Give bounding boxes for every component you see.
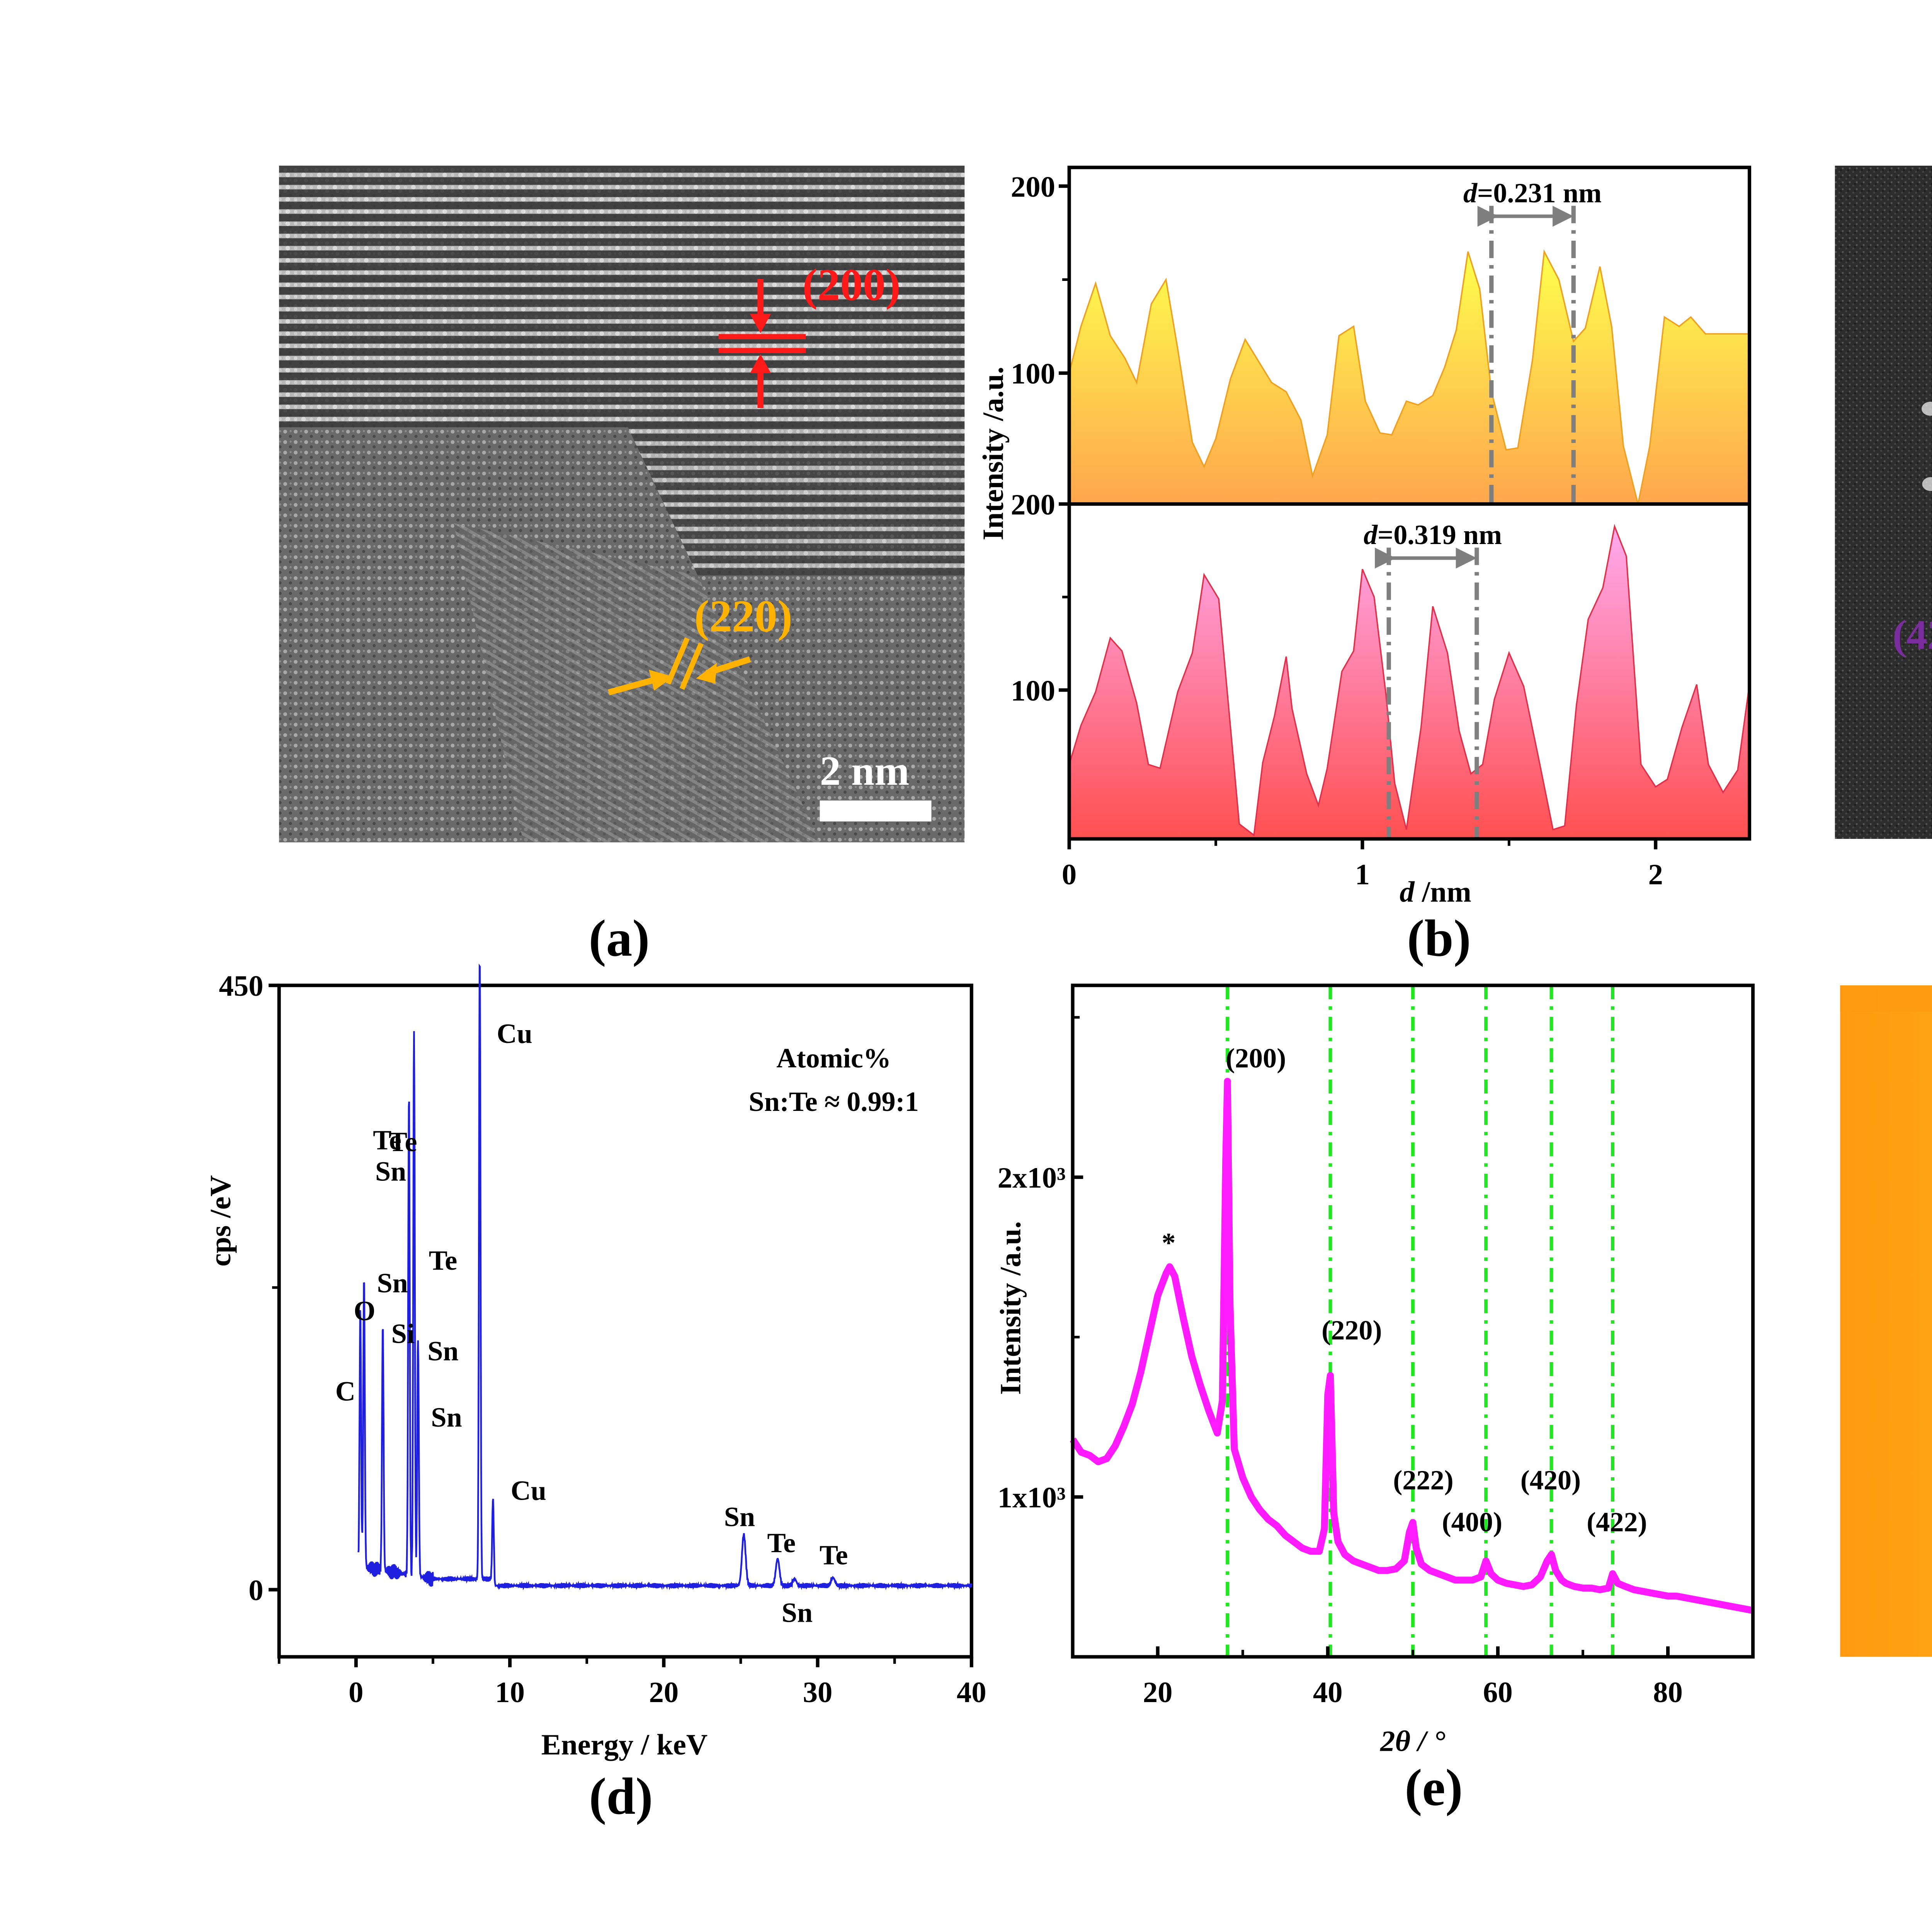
panel-label-e: (e) xyxy=(1405,1759,1463,1816)
e-ylabel: Intensity /a.u. xyxy=(994,1221,1027,1395)
e-xtick-label: 20 xyxy=(1143,1676,1173,1709)
d-peak-label: Cu xyxy=(511,1475,546,1506)
hrtem-lattice-region-200 xyxy=(279,165,965,427)
d-xtick-label: 40 xyxy=(957,1676,986,1709)
d-peak-label: Te xyxy=(389,1126,417,1157)
e-peak-label: (400) xyxy=(1442,1507,1502,1537)
scale-bar-a xyxy=(820,800,932,821)
e-xrd-line xyxy=(1070,1078,1754,1614)
d-frame xyxy=(277,983,973,1659)
d-xtick-label: 30 xyxy=(803,1676,833,1709)
d-peak-label: Cu xyxy=(497,1018,532,1049)
panel-f: 024204060 21.6 nm Hight /nm Distance /µm… xyxy=(1840,985,1932,1657)
panel-a: (200) (220) 2 nm (a) xyxy=(279,165,965,967)
panel-b: d=0.231 nm d=0.319 nm 100 200 100 200 0 1 2 Int… xyxy=(977,165,1752,967)
b-xtick-label: 2 xyxy=(1648,858,1663,891)
d-ytick-label: 0 xyxy=(248,1574,263,1607)
b-ytick-label: 200 xyxy=(1011,488,1055,521)
d-peak-label: Sn xyxy=(427,1336,458,1367)
marker-200 xyxy=(718,279,806,408)
d-xtick-label: 20 xyxy=(649,1676,679,1709)
fft-image xyxy=(1835,165,1932,839)
b-xlabel: d /nm xyxy=(1400,875,1471,908)
panel-e: 20 40 60 80 1x10³ 2x10³ * (200) (220) (222) (400)… xyxy=(994,983,1755,1816)
d-peak-label: Sn xyxy=(431,1402,462,1433)
panel-label-a: (a) xyxy=(589,909,650,967)
panel-c: (220) (200) (222) (420) (400) 5 1/nm (c) xyxy=(1835,165,1932,839)
b-spacing-label: d=0.231 nm xyxy=(1463,178,1602,209)
b-area-bottom xyxy=(1068,524,1750,840)
b-xtick-label: 1 xyxy=(1355,858,1370,891)
scale-bar-label-a: 2 nm xyxy=(820,748,910,794)
d-peak-label: Sn xyxy=(782,1597,813,1628)
d-peak-label: Te xyxy=(767,1527,796,1558)
b-ytick-label: 200 xyxy=(1011,170,1055,203)
d-spectrum-line xyxy=(357,963,973,1591)
fft-spot xyxy=(1922,401,1932,416)
panel-label-b: (b) xyxy=(1407,909,1471,967)
e-peak-label: (222) xyxy=(1393,1465,1453,1496)
fft-spot xyxy=(1922,477,1932,491)
d-annotation-title: Atomic% xyxy=(776,1043,891,1073)
e-xtick-label: 80 xyxy=(1653,1676,1683,1709)
label-200-hrtem: (200) xyxy=(802,260,900,310)
b-area-top xyxy=(1068,249,1750,505)
d-annotation-ratio: Sn:Te ≈ 0.99:1 xyxy=(749,1086,919,1117)
fft-spots xyxy=(1922,401,1932,491)
label-220-hrtem: (220) xyxy=(694,591,793,641)
d-peak-label: Sn xyxy=(724,1501,755,1532)
e-peak-label: (420) xyxy=(1520,1465,1581,1496)
afm-image xyxy=(1840,985,1932,1657)
d-peak-label: Sn xyxy=(375,1156,406,1187)
d-peak-label: Si xyxy=(391,1318,415,1349)
e-peak-label: (422) xyxy=(1587,1507,1647,1537)
d-peak-label: Te xyxy=(429,1245,457,1276)
e-xtick-label: 60 xyxy=(1483,1676,1513,1709)
d-peak-label: Te xyxy=(373,1124,401,1155)
d-peak-label: Sn xyxy=(377,1268,408,1299)
d-ylabel: cps /eV xyxy=(204,1175,237,1267)
b-ytick-label: 100 xyxy=(1011,674,1055,707)
e-peak-label: * xyxy=(1162,1228,1175,1259)
d-xtick-label: 0 xyxy=(349,1676,363,1709)
d-xtick-label: 10 xyxy=(495,1676,525,1709)
d-peak-label: O xyxy=(354,1296,375,1327)
b-ytick-label: 100 xyxy=(1011,357,1055,390)
d-peak-label: C xyxy=(335,1376,355,1406)
e-peak-label: (200) xyxy=(1226,1043,1286,1073)
panel-label-d: (d) xyxy=(589,1767,653,1825)
e-xlabel: 2θ / ° xyxy=(1380,1725,1446,1758)
e-ytick-label: 2x10³ xyxy=(998,1162,1066,1194)
b-ylabel: Intensity /a.u. xyxy=(977,367,1010,541)
e-ytick-label: 1x10³ xyxy=(998,1481,1066,1514)
e-xtick-label: 40 xyxy=(1313,1676,1343,1709)
e-peak-label: (220) xyxy=(1321,1315,1382,1345)
b-xtick-label: 0 xyxy=(1062,858,1077,891)
marker-220 xyxy=(608,637,751,696)
d-xlabel: Energy / keV xyxy=(541,1728,707,1761)
hrtem-lattice-region-200-lower xyxy=(628,427,965,576)
b-spacing-label: d=0.319 nm xyxy=(1364,519,1502,550)
d-ytick-label: 450 xyxy=(219,969,264,1002)
d-peak-label: Te xyxy=(820,1540,848,1571)
afm-top-band xyxy=(1840,985,1932,1012)
spot-label-420: (420) xyxy=(1893,612,1932,658)
fft-halo xyxy=(1910,343,1932,547)
